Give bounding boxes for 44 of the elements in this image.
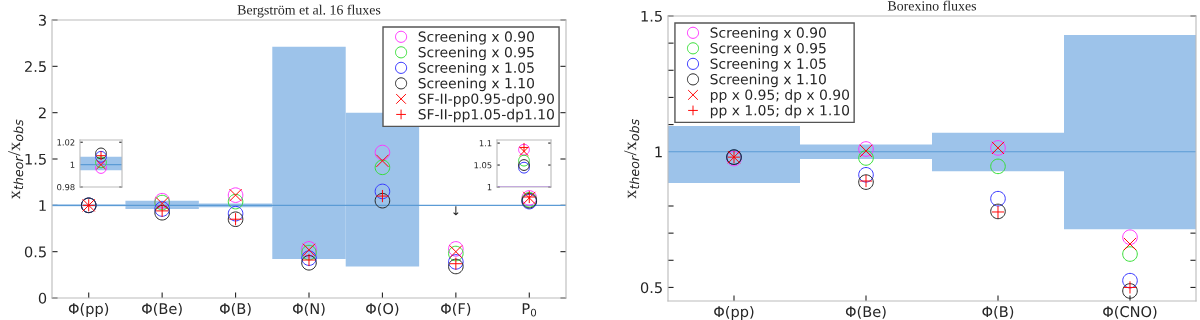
x-tick-label: Φ(Be) <box>142 302 182 316</box>
y-tick-label: 1 <box>487 184 492 191</box>
y-tick-label: 1 <box>655 146 662 158</box>
annotation: ↓ <box>453 206 459 216</box>
x-tick-label: P$_{0}$ <box>522 303 537 317</box>
y-tick-label: 1.02 <box>57 139 75 146</box>
x-tick-label: Φ(F) <box>441 302 471 316</box>
y-tick-label: 1.1 <box>479 140 492 147</box>
chart-title: Borexino fluxes <box>887 0 977 11</box>
legend-label: Screening x 0.90 <box>418 31 535 45</box>
x-tick-label: Φ(B) <box>219 302 251 316</box>
y-axis-title: x$_{theor}$/x$_{obs}$ <box>8 119 24 200</box>
legend-label: Screening x 1.10 <box>418 77 535 92</box>
x-tick-label: Φ(O) <box>366 302 399 316</box>
legend-label: Screening x 0.95 <box>710 42 826 57</box>
legend-label: pp x 1.05; dp x 1.10 <box>710 104 850 119</box>
x-tick-label: Φ(CNO) <box>1103 305 1157 319</box>
y-tick-label: 1.5 <box>25 153 46 165</box>
y-tick-label: 1.5 <box>641 10 662 22</box>
y-tick-label: 0 <box>38 292 47 304</box>
legend-label: Screening x 1.10 <box>710 73 826 88</box>
y-tick-label: 2.5 <box>25 61 46 73</box>
x-tick-label: Φ(N) <box>292 302 325 316</box>
x-tick-label: Φ(pp) <box>714 305 754 320</box>
y-axis-title: x$_{theor}$/x$_{obs}$ <box>624 119 640 199</box>
legend-label: pp x 0.95; dp x 0.90 <box>710 89 850 103</box>
legend-label: Screening x 0.95 <box>418 46 534 61</box>
y-tick-label: 0.98 <box>57 183 75 191</box>
legend-label: Screening x 0.90 <box>710 27 826 41</box>
legend-label: Screening x 1.05 <box>710 58 826 72</box>
y-tick-label: 1.05 <box>474 162 492 169</box>
chart-title: Bergström et al. 16 fluxes <box>237 4 381 18</box>
x-tick-label: Φ(pp) <box>68 302 109 317</box>
y-tick-label: 0.5 <box>640 282 662 294</box>
legend-label: SF-II-pp1.05-dp1.10 <box>418 108 554 123</box>
y-tick-label: 1 <box>39 200 46 211</box>
y-tick-label: 3 <box>38 14 46 26</box>
legend-label: Screening x 1.05 <box>418 62 534 76</box>
x-tick-label: Φ(B) <box>982 305 1014 319</box>
legend-label: SF-II-pp0.95-dp0.90 <box>418 93 554 107</box>
y-tick-label: 0.5 <box>24 246 46 258</box>
y-tick-label: 1 <box>70 161 75 168</box>
y-tick-label: 2 <box>38 107 46 119</box>
x-tick-label: Φ(Be) <box>845 305 886 319</box>
